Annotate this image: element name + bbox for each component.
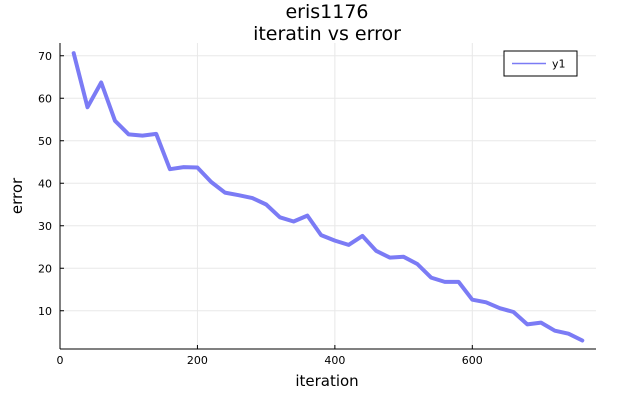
- x-axis-label: iteration: [295, 372, 358, 390]
- y-tick-label: 60: [38, 92, 52, 105]
- x-tick-label: 400: [324, 354, 345, 367]
- series-line-y1: [71, 51, 585, 343]
- y-axis-label: error: [8, 177, 26, 214]
- y-tick-label: 30: [38, 220, 52, 233]
- x-tick-label: 200: [187, 354, 208, 367]
- series-lines: [71, 51, 585, 343]
- y-tick-label: 40: [38, 177, 52, 190]
- chart-subtitle: iteratin vs error: [253, 23, 401, 45]
- y-axis-ticks: 10 20 30 40 50 60 70: [38, 50, 64, 318]
- legend-label-y1: y1: [552, 58, 566, 71]
- legend: y1: [503, 50, 578, 77]
- grid-lines: [59, 43, 596, 349]
- y-tick-label: 10: [38, 305, 52, 318]
- y-tick-label: 50: [38, 135, 52, 148]
- chart-title: eris1176: [285, 1, 368, 23]
- y-tick-label: 20: [38, 262, 52, 275]
- axes: [59, 43, 596, 350]
- x-tick-label: 600: [462, 354, 483, 367]
- y-tick-label: 70: [38, 50, 52, 63]
- x-axis-ticks: 0 200 400 600: [57, 345, 483, 367]
- x-tick-label: 0: [57, 354, 64, 367]
